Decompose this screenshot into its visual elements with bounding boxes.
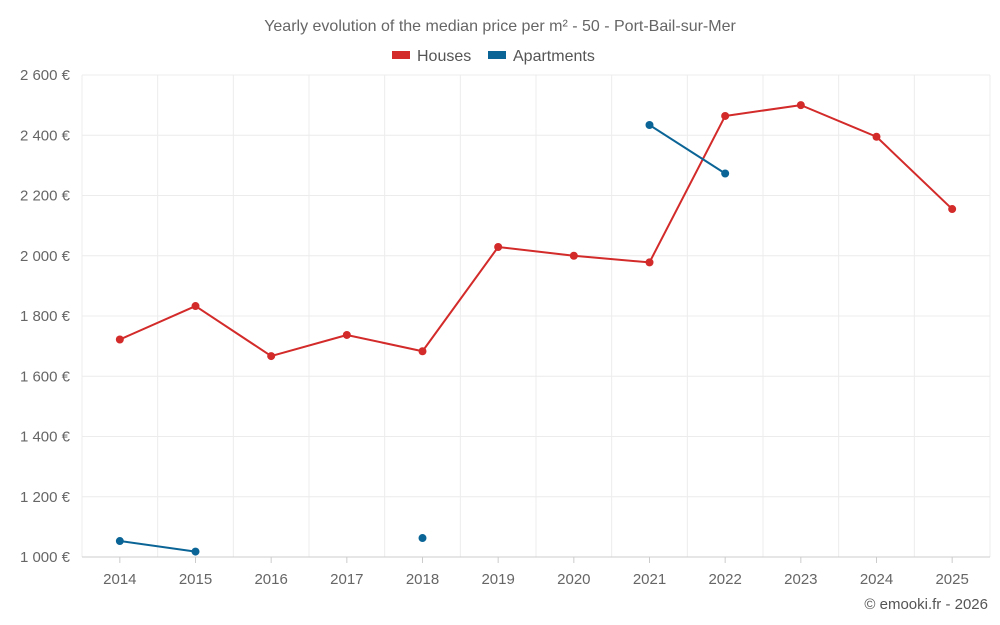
data-point-houses: [191, 302, 200, 311]
legend-item-houses: Houses: [392, 48, 471, 65]
data-point-houses: [796, 101, 805, 110]
series-line-apartments: [648, 124, 726, 175]
x-tick-label: 2019: [481, 571, 514, 588]
x-axis-ticks: 2014 2015 2016 2017 2018 2019 2020 2021 2022 2023…: [103, 557, 969, 588]
legend-swatch-apartments: [488, 51, 506, 59]
y-tick-label: 1 800 €: [20, 308, 71, 325]
series-line-apartments: [119, 540, 196, 553]
data-point-houses: [721, 111, 730, 120]
data-point-houses: [872, 132, 881, 141]
data-point-houses: [494, 243, 503, 252]
y-tick-label: 2 400 €: [20, 127, 71, 144]
y-tick-label: 1 200 €: [20, 489, 71, 506]
data-point-houses: [267, 352, 276, 361]
legend-label-houses: Houses: [417, 48, 471, 65]
x-tick-label: 2014: [103, 571, 136, 588]
y-tick-label: 1 000 €: [20, 549, 71, 566]
x-tick-label: 2022: [708, 571, 741, 588]
legend-item-apartments: Apartments: [488, 48, 595, 65]
x-tick-label: 2016: [254, 571, 287, 588]
x-tick-label: 2021: [633, 571, 666, 588]
y-tick-label: 2 000 €: [20, 248, 71, 265]
series-apartments: [115, 121, 730, 556]
x-tick-label: 2015: [179, 571, 212, 588]
data-point-apartments: [191, 547, 200, 556]
data-point-houses: [342, 330, 351, 339]
y-tick-label: 1 400 €: [20, 429, 71, 446]
x-tick-label: 2017: [330, 571, 363, 588]
y-tick-label: 2 200 €: [20, 188, 71, 205]
data-point-apartments: [418, 534, 427, 543]
chart-title: Yearly evolution of the median price per…: [264, 18, 736, 35]
series-line-houses: [119, 104, 953, 358]
x-tick-label: 2020: [557, 571, 590, 588]
x-tick-label: 2018: [406, 571, 439, 588]
x-tick-label: 2023: [784, 571, 817, 588]
legend-label-apartments: Apartments: [513, 48, 595, 65]
data-point-apartments: [721, 169, 730, 178]
x-tick-label: 2024: [860, 571, 893, 588]
y-tick-label: 2 600 €: [20, 67, 71, 84]
data-point-apartments: [115, 537, 124, 546]
data-point-houses: [948, 205, 957, 214]
x-tick-label: 2025: [935, 571, 968, 588]
data-point-houses: [645, 258, 654, 267]
data-point-houses: [418, 347, 427, 356]
data-point-apartments: [645, 121, 654, 130]
y-tick-label: 1 600 €: [20, 368, 71, 385]
gridlines: [81, 74, 991, 558]
series-layer: [115, 101, 957, 556]
series-houses: [115, 101, 957, 361]
legend-swatch-houses: [392, 51, 410, 59]
credit-text: © emooki.fr - 2026: [864, 596, 988, 613]
data-point-houses: [569, 251, 578, 260]
legend: Houses Apartments: [392, 48, 595, 65]
y-axis-ticks: 1 000 € 1 200 € 1 400 € 1 600 € 1 800 € 2 000…: [20, 67, 71, 566]
data-point-houses: [115, 335, 124, 344]
